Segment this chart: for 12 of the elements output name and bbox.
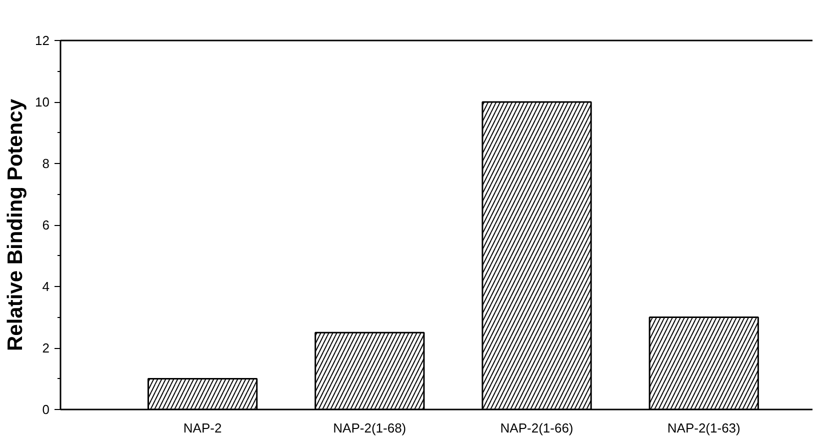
y-tick-label: 2 <box>42 340 50 356</box>
x-tick-label: NAP-2(1-66) <box>500 420 574 436</box>
y-axis-title: Relative Binding Potency <box>4 98 28 352</box>
y-tick-label: 10 <box>35 94 50 110</box>
x-tick-label: NAP-2 <box>183 420 222 436</box>
y-tick-label: 4 <box>42 279 50 294</box>
y-tick-label: 6 <box>42 218 50 232</box>
y-tick-label: 0 <box>42 402 50 417</box>
y-tick-label: 8 <box>42 156 50 171</box>
y-tick-label: 12 <box>35 33 50 48</box>
x-tick-label: NAP-2(1-63) <box>667 420 740 436</box>
x-tick-label: NAP-2(1-68) <box>333 420 406 436</box>
